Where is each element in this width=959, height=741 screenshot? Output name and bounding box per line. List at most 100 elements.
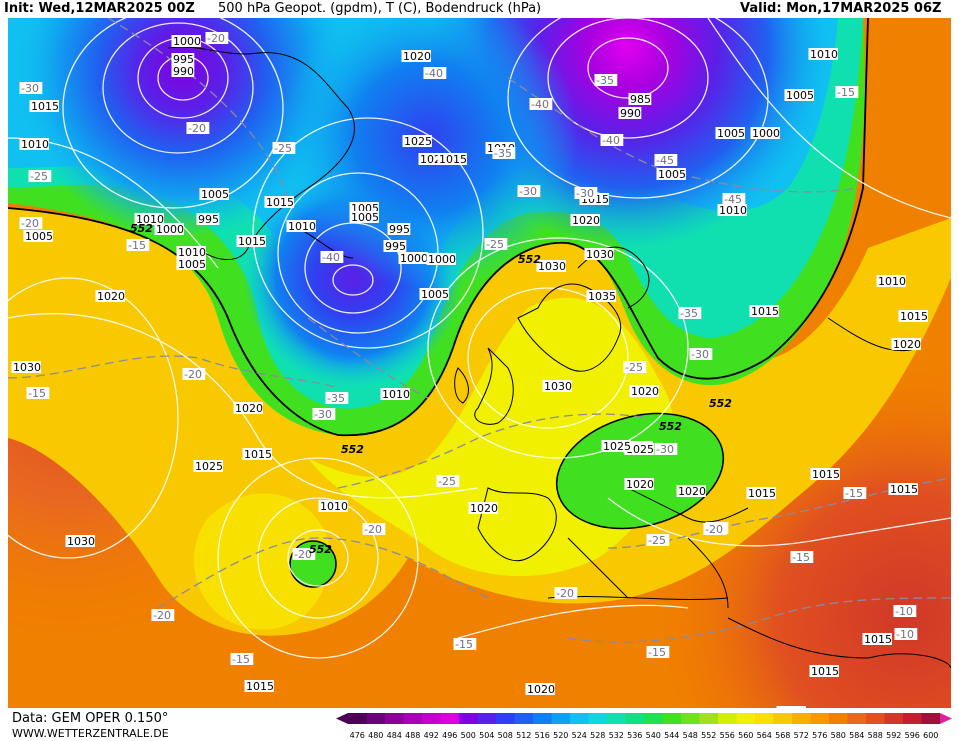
coastlines	[167, 46, 951, 669]
isobar-label-bg	[380, 388, 410, 400]
legend-tick-label: 496	[442, 731, 457, 740]
temperature-label-bg	[362, 523, 386, 535]
legend-tick-label: 512	[516, 731, 531, 740]
isobar-label-bg	[750, 127, 780, 139]
isobar-label-bg	[154, 223, 184, 235]
legend-tick-label: 484	[387, 731, 402, 740]
isobar-label-bg	[196, 213, 220, 225]
isobar-label: 1030	[13, 361, 41, 374]
temperature-label-bg	[19, 82, 43, 94]
isobar-label: 1020	[626, 478, 654, 491]
temperature-label: -25	[274, 142, 292, 155]
isobar-label: 1010	[320, 500, 348, 513]
temperature-label-bg	[646, 646, 670, 658]
isobar-label: 1020	[527, 683, 555, 696]
isobar-label-bg	[318, 500, 348, 512]
legend-swatch	[773, 713, 792, 724]
isobar-label-bg	[746, 487, 776, 499]
legend-swatch	[422, 713, 441, 724]
temperature-label: -40	[531, 98, 549, 111]
temperature-label: -15	[837, 86, 855, 99]
isobar-label: 1020	[631, 385, 659, 398]
temperature-label: -30	[314, 408, 332, 421]
isobar-label: 1015	[812, 468, 840, 481]
isobar-label: 1015	[246, 680, 274, 693]
isobar-label-bg	[542, 380, 572, 392]
isobar-label: 1000	[173, 35, 201, 48]
legend-swatch	[755, 713, 774, 724]
isobar-label: 1015	[900, 310, 928, 323]
temperature-label-bg	[423, 67, 447, 79]
temperature-label-bg	[722, 193, 746, 205]
temperature-label-bg	[600, 134, 624, 146]
isobar-label: 1015	[778, 706, 806, 708]
temperature-label: -35	[494, 147, 512, 160]
isobar-label: 1000	[400, 252, 428, 265]
init-time: Init: Wed,12MAR2025 00Z	[4, 1, 195, 16]
temperature-labels: -30 -25 -20 -15 -25 -20 -15 -40 -35 -30 -40 -35 -30 -…	[19, 32, 918, 666]
geopotential-labels: 552 552 552 552 552 552	[130, 222, 732, 556]
legend-tick-label: 576	[812, 731, 827, 740]
legend-swatch	[718, 713, 737, 724]
map-title: 500 hPa Geopot. (gpdm), T (C), Bodendruc…	[218, 1, 542, 16]
temperature-label: -10	[895, 605, 913, 618]
temperature-label: -20	[184, 368, 202, 381]
isobar-label: 985	[630, 93, 651, 106]
isobar-label-bg	[398, 252, 428, 264]
temperature-label-bg	[26, 387, 50, 399]
legend-tick-label: 556	[720, 731, 735, 740]
isobar-label-bg	[601, 440, 631, 452]
isobar-label: 1010	[288, 220, 316, 233]
temperature-label: -15	[128, 239, 146, 252]
legend-swatch	[607, 713, 626, 724]
legend-swatch	[736, 713, 755, 724]
temperature-label-bg	[484, 238, 508, 250]
isobar-label: 1015	[748, 487, 776, 500]
isobar-label-bg	[898, 310, 928, 322]
legend-swatch	[810, 713, 829, 724]
website-credit: WWW.WETTERZENTRALE.DE	[12, 727, 169, 740]
isobar-label-bg	[236, 235, 266, 247]
legend-tick-label: 476	[350, 731, 365, 740]
isobar-label: 1020	[893, 338, 921, 351]
isobar-label: 1035	[588, 290, 616, 303]
geopotential-label: 552	[518, 253, 541, 266]
legend-swatch	[644, 713, 663, 724]
legend-tick-label: 504	[479, 731, 494, 740]
isobar-label: 1020	[97, 290, 125, 303]
temperature-label: -20	[294, 548, 312, 561]
contour-552	[8, 18, 869, 437]
weather-map: 1010 1005 1000 995 990 1020 1015 1010 1005 995 100…	[8, 18, 951, 708]
temperature-label-bg	[186, 122, 210, 134]
isobar-label-bg	[784, 89, 814, 101]
legend-arrow-left	[336, 713, 348, 724]
legend-tick-label: 540	[646, 731, 661, 740]
isobar-label-bg	[199, 188, 229, 200]
temperature-label: -20	[705, 523, 723, 536]
legend-arrow-right	[940, 713, 952, 724]
temperature-label: -20	[364, 523, 382, 536]
isobar-label: 1010	[21, 138, 49, 151]
legend-swatch	[366, 713, 385, 724]
isobar-label-bg	[286, 220, 316, 232]
isobar-label-bg	[171, 65, 195, 77]
legend-tick-label: 524	[572, 731, 587, 740]
temperature-label-bg	[654, 443, 678, 455]
legend-tick-label: 536	[627, 731, 642, 740]
temperature-label-bg	[646, 534, 670, 546]
isobar-label-bg	[808, 48, 838, 60]
isobar-label-bg	[862, 633, 892, 645]
legend-swatch	[829, 713, 848, 724]
legend-swatch	[348, 713, 367, 724]
temperature-label-bg	[893, 605, 917, 617]
map-header: Init: Wed,12MAR2025 00Z 500 hPa Geopot. …	[0, 0, 959, 18]
legend-tick-label: 552	[701, 731, 716, 740]
isobar-label: 995	[198, 213, 219, 226]
isobar-label-bg	[437, 153, 467, 165]
legend-tick-label: 544	[664, 731, 679, 740]
isobar-label-bg	[624, 443, 654, 455]
temperature-label: -40	[322, 251, 340, 264]
temperature-label: -15	[845, 487, 863, 500]
isobar-label: 1005	[717, 127, 745, 140]
legend-tick-label: 500	[461, 731, 476, 740]
